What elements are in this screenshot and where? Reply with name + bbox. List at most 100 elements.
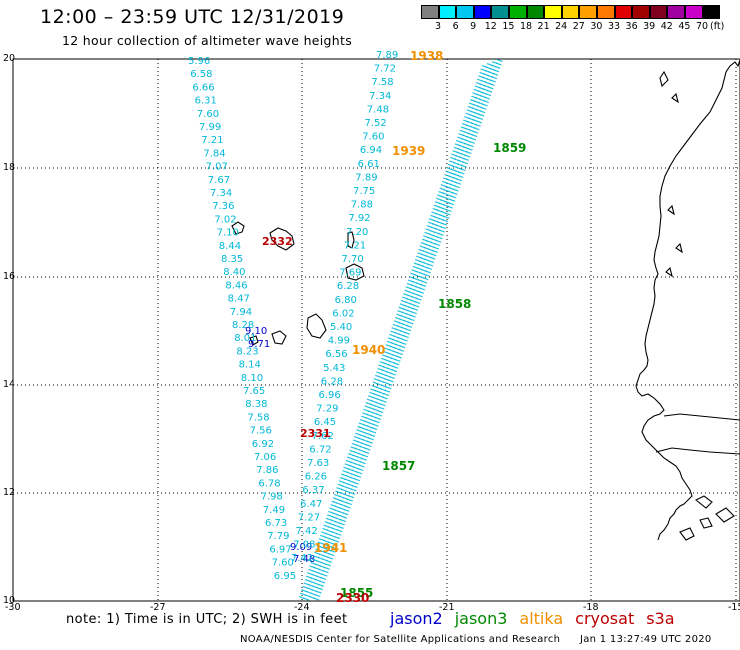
wave-height-value: 6.02: [332, 308, 354, 319]
legend-swatch: [614, 5, 633, 19]
track-mid: 7.89 7.72 7.58 7.34 7.48 7.52 7.60 6.94 6.61 7.89…: [291, 50, 398, 564]
legend-swatch: [473, 5, 492, 19]
dense-track-stroke: [313, 59, 503, 601]
wave-height-value: 7.42: [291, 553, 313, 564]
legend-label: 24: [555, 21, 568, 32]
wave-height-value: 7.60: [272, 558, 294, 569]
wave-height-value: 7.49: [263, 505, 285, 516]
legend-swatch: [649, 5, 668, 19]
satellite-jason2: jason2: [390, 609, 443, 628]
wave-height-value: 7.56: [250, 426, 272, 437]
wave-height-value: 7.63: [307, 458, 329, 469]
wave-height-value: 8.23: [236, 346, 258, 357]
time-label: 1941: [314, 541, 347, 555]
time-label: 1940: [352, 343, 385, 357]
wave-height-value: 8.01: [234, 333, 256, 344]
time-label: 1858: [438, 297, 471, 311]
wave-height-value: 7.72: [374, 64, 396, 75]
wave-height-value: 7.34: [210, 188, 232, 199]
wave-height-value: 7.98: [261, 492, 283, 503]
wave-height-value: 6.66: [192, 82, 214, 93]
time-label: 2330: [336, 591, 369, 605]
satellite-s3a: s3a: [646, 609, 675, 628]
wave-height-value: 7.06: [254, 452, 276, 463]
wave-height-value: 7.88: [351, 200, 373, 211]
footer-timestamp: Jan 1 13:27:49 UTC 2020: [580, 634, 712, 645]
legend-label: 39: [643, 21, 656, 32]
legend-swatch: [685, 5, 703, 19]
legend-label: 21: [537, 21, 550, 32]
x-tick-label: -24: [294, 602, 310, 613]
track-time-labels: 1938 1939 1940 1941 2332 2331 1859 1858 1857 1855…: [262, 49, 526, 605]
wave-height-value: 6.31: [195, 96, 217, 107]
track-west: 5.96 6.58 6.66 6.31 7.60 7.99 7.21 7.84 7.07 7.67…: [188, 56, 315, 582]
time-label: 1857: [382, 459, 415, 473]
wave-height-value: 8.46: [225, 280, 247, 291]
map-frame: [12, 58, 740, 602]
wave-height-value: 5.96: [188, 56, 210, 67]
legend-swatch: [421, 5, 439, 19]
wave-height-value: 8.44: [219, 241, 241, 252]
legend-swatch: [702, 5, 721, 19]
wave-height-value: 7.94: [230, 307, 252, 318]
wave-height-value: 6.37: [302, 485, 324, 496]
wave-height-value: 6.95: [274, 571, 296, 582]
x-tick-label: -18: [583, 602, 599, 613]
wave-height-value: 5.43: [323, 363, 345, 374]
wave-height-value: 8.35: [221, 254, 243, 265]
wave-height-value: 7.42: [296, 526, 318, 537]
wave-height-value-jason2: 9.71: [248, 339, 270, 350]
wave-height-value: 8.10: [241, 373, 263, 384]
satellite-altika: altika: [519, 609, 564, 628]
wave-height-value: 6.97: [269, 544, 291, 555]
wave-height-value: 6.61: [358, 159, 380, 170]
legend-swatch: [561, 5, 580, 19]
wave-height-value: 8.38: [245, 399, 267, 410]
time-label: 2332: [262, 235, 293, 248]
track-diagonal: [298, 59, 503, 601]
satellite-jason3: jason3: [454, 609, 508, 628]
x-tick-label: -30: [5, 602, 21, 613]
dense-track-stroke: [303, 63, 493, 601]
time-label: 1939: [392, 144, 425, 158]
wave-height-value: 7.92: [348, 213, 370, 224]
page-title: 12:00 – 23:59 UTC 12/31/2019: [40, 6, 345, 28]
wave-height-value: 5.40: [330, 322, 352, 333]
wave-height-value: 6.56: [325, 349, 347, 360]
legend-swatch: [632, 5, 650, 19]
wave-height-value: 7.84: [203, 148, 225, 159]
legend-swatch: [509, 5, 527, 19]
wave-height-value: 7.70: [342, 254, 364, 265]
island-santiago: [249, 335, 259, 346]
wave-height-value: 6.28: [337, 281, 359, 292]
legend-swatch: [491, 5, 509, 19]
footer-credit: NOAA/NESDIS Center for Satellite Applica…: [240, 634, 561, 645]
wave-height-value: 6.26: [305, 472, 327, 483]
x-tick-label: -27: [150, 602, 166, 613]
legend-label: 30: [590, 21, 603, 32]
wave-height-value: 6.28: [321, 376, 343, 387]
legend-label: 45: [678, 21, 691, 32]
wave-height-value: 7.58: [371, 77, 393, 88]
y-tick-label: 10: [3, 595, 16, 606]
wave-height-value: 7.07: [206, 162, 228, 173]
coast-inlet-1: [663, 413, 740, 421]
legend-swatch: [544, 5, 562, 19]
coast-inlet-2: [655, 447, 740, 455]
wave-height-value: 8.47: [228, 294, 250, 305]
wave-height-value: 7.60: [362, 132, 384, 143]
time-label: 1938: [410, 49, 443, 63]
wave-height-value: 7.29: [316, 404, 338, 415]
legend-label: 70: [695, 21, 709, 32]
satellite-legend: jason2 jason3 altika cryosat s3a: [390, 609, 687, 628]
legend-label: 18: [519, 21, 533, 32]
wave-height-value: 7.36: [212, 201, 234, 212]
island-boa-vista: [345, 263, 365, 281]
wave-height-value: 7.69: [339, 268, 361, 279]
legend-label: 36: [625, 21, 638, 32]
legend-label: 33: [607, 21, 621, 32]
island-santo-antao: [269, 227, 295, 251]
wave-height-value: 6.73: [265, 518, 287, 529]
island-sal: [347, 231, 355, 249]
